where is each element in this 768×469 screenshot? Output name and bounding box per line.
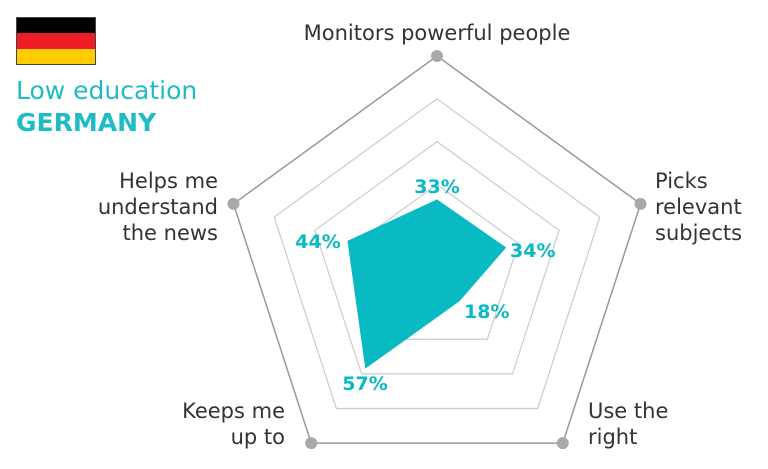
axis-label: Monitors powerful people [304,21,571,45]
value-label: 18% [464,301,509,323]
axis-vertex-dot [556,437,569,450]
value-label: 57% [342,373,387,395]
germany-flag [16,17,96,65]
value-label: 34% [510,240,555,262]
data-area [347,199,507,369]
axis-vertex-dot [305,437,318,450]
flag-stripe-black [17,18,95,34]
axis-vertex-dot [634,197,647,210]
axis-label: Helps me understand the news [98,169,218,245]
chart-title: GERMANY [16,108,157,137]
grid-ring-80 [273,98,601,410]
value-label: 33% [414,176,459,198]
grid-ring-100 [232,55,642,444]
axis-label: Keeps me up to [182,399,285,449]
grid-ring-60 [314,140,560,375]
axis-vertex-dot [227,197,240,210]
flag-stripe-red [17,33,95,49]
chart-subtitle: Low education [16,76,198,105]
value-label: 44% [295,231,340,253]
axis-label: Picks relevant subjects [655,169,742,245]
axis-label: Use the right [588,399,668,449]
flag-stripe-gold [17,48,95,64]
axis-vertex-dot [431,50,443,62]
